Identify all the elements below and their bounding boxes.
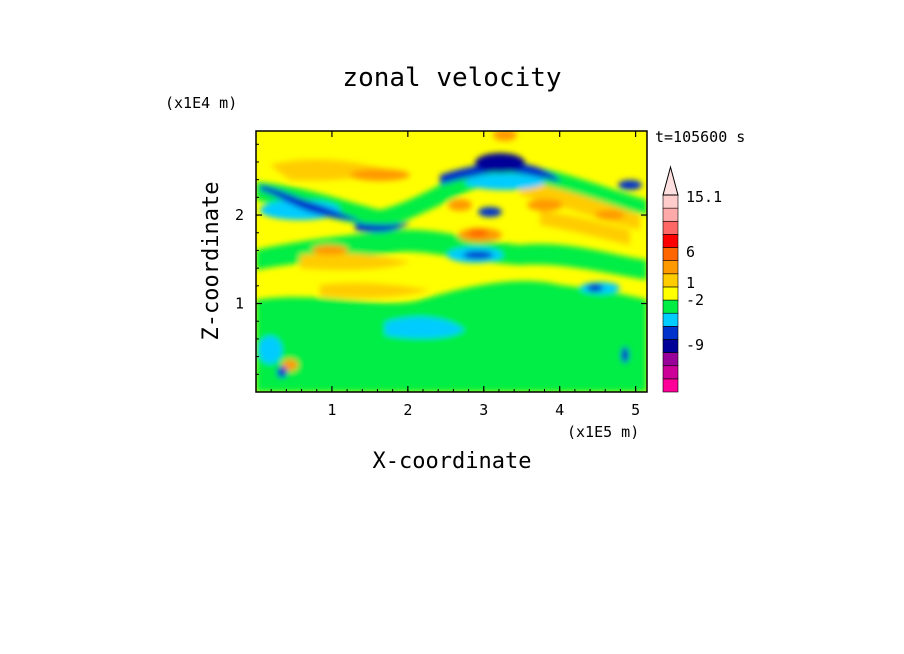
- field-blue-core: [475, 153, 525, 173]
- field-green-lower: [256, 280, 647, 392]
- field-orange-patch-8: [282, 359, 298, 371]
- x-axis-ticks: 1 2 3 4 5: [270, 131, 640, 419]
- colorbar-swatch: [662, 365, 679, 380]
- x-unit-label: (x1E5 m): [567, 423, 639, 441]
- colorbar-label: -9: [686, 336, 704, 354]
- heatmap-field: [256, 131, 647, 392]
- field-blue-band-1: [260, 185, 360, 221]
- colorbar-swatch: [662, 234, 679, 248]
- colorbar-swatch: [662, 299, 679, 314]
- colorbar-swatch: [662, 273, 679, 288]
- x-tick-label: 2: [403, 401, 412, 419]
- time-label: t=105600 s: [655, 128, 745, 146]
- x-tick-label: 5: [631, 401, 640, 419]
- field-blue-band-2: [355, 222, 410, 233]
- x-tick-label: 4: [555, 401, 564, 419]
- field-red-patch-1: [468, 229, 488, 237]
- chart-title: zonal velocity: [342, 63, 561, 93]
- field-blue-patch-5: [621, 347, 629, 363]
- colorbar-swatch: [662, 312, 679, 327]
- field-orange-band-3: [300, 252, 410, 270]
- colorbar-swatch: [662, 326, 679, 340]
- field-orange-patch-7: [312, 245, 348, 255]
- colorbar-swatch: [662, 194, 679, 209]
- y-tick-label: 1: [235, 295, 244, 313]
- field-orange-patch-3: [448, 199, 472, 211]
- colorbar-swatch: [662, 260, 679, 275]
- field-orange-patch-1: [493, 131, 517, 141]
- y-axis-label: Z-coordinate: [199, 182, 224, 341]
- colorbar-swatch: [662, 378, 679, 393]
- x-axis-label: X-coordinate: [373, 449, 532, 474]
- colorbar-label: 6: [686, 243, 695, 261]
- colorbar-swatch: [662, 286, 679, 301]
- field-blue-patch-6: [478, 207, 502, 217]
- field-cyan-patch-5: [465, 174, 545, 190]
- field-orange-patch-6: [350, 169, 410, 181]
- field-blue-patch-2: [587, 284, 603, 292]
- field-orange-band-5: [540, 210, 630, 245]
- field-cyan-patch-6: [258, 336, 282, 364]
- colorbar-label: 1: [686, 274, 695, 292]
- colorbar-swatch: [662, 207, 679, 222]
- y-axis-ticks: 12: [235, 143, 647, 375]
- colorbar: 15.1 6 1-2 -9: [662, 165, 722, 393]
- field-blue-patch-4: [277, 366, 287, 378]
- field-cyan-patch-1: [385, 316, 465, 339]
- colorbar-swatch: [662, 339, 679, 353]
- x-tick-label: 1: [327, 401, 336, 419]
- plot-frame: [255, 130, 648, 393]
- field-orange-patch-5: [595, 210, 625, 220]
- colorbar-label: -2: [686, 291, 704, 309]
- field-cyan-patch-4: [260, 200, 340, 220]
- colorbar-arrow: [662, 165, 679, 196]
- y-tick-label: 2: [235, 206, 244, 224]
- colorbar-label: 15.1: [686, 188, 722, 206]
- field-orange-band-4: [320, 282, 430, 298]
- field-green-upper: [256, 163, 647, 228]
- y-unit-label: (x1E4 m): [165, 94, 237, 112]
- colorbar-swatch: [662, 247, 679, 261]
- field-blue-patch-1: [463, 251, 493, 259]
- field-blue-patch-3: [618, 180, 642, 190]
- field-orange-patch-4: [527, 199, 563, 211]
- colorbar-swatch: [662, 220, 679, 235]
- x-tick-label: 3: [479, 401, 488, 419]
- colorbar-swatch: [662, 352, 679, 367]
- field-blue-band-3: [440, 163, 560, 185]
